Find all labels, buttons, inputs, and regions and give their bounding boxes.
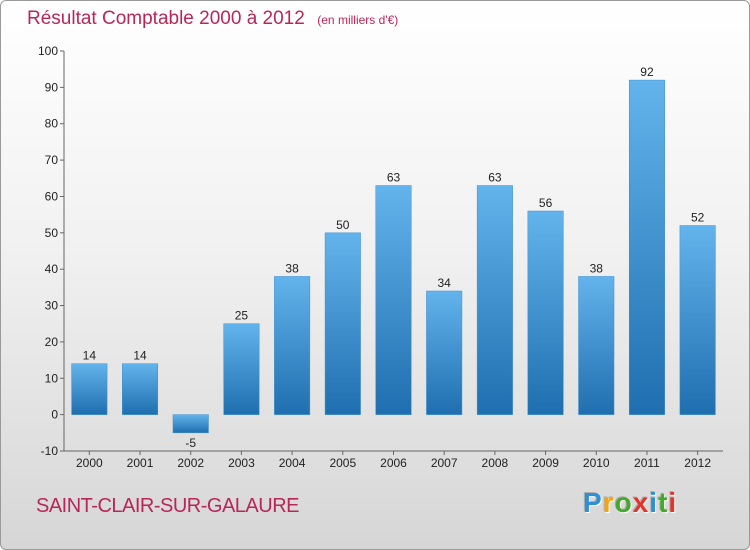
x-tick-label: 2012	[684, 456, 711, 470]
proxiti-logo: Proxiti	[583, 487, 677, 519]
x-tick-label: 2010	[583, 456, 610, 470]
bar-2000	[71, 363, 108, 415]
value-label: 34	[438, 276, 452, 290]
y-tick-label: -10	[41, 444, 59, 458]
y-tick-label: 90	[45, 80, 59, 94]
x-tick-label: 2001	[127, 456, 154, 470]
bar-2002	[172, 414, 209, 434]
x-tick-label: 2003	[228, 456, 255, 470]
y-tick-label: 80	[45, 117, 59, 131]
value-label: 52	[691, 211, 705, 225]
x-tick-label: 2002	[177, 456, 204, 470]
value-label: 14	[83, 349, 97, 363]
logo-letter: P	[583, 487, 603, 518]
logo-letter: o	[614, 487, 633, 518]
bar-chart: -10 0 10 20 30 40 50 60 70 80 90 100 14 2000 14 2001 -5…	[38, 44, 723, 470]
bar-2010	[578, 276, 615, 415]
y-tick-label: 10	[45, 371, 59, 385]
value-label: 38	[590, 261, 604, 275]
value-label: 56	[539, 196, 553, 210]
chart-header: Résultat Comptable 2000 à 2012 (en milli…	[27, 8, 398, 30]
bar-2003	[223, 323, 260, 415]
y-tick-label: 60	[45, 189, 59, 203]
bar-2005	[324, 232, 361, 415]
x-tick-label: 2007	[431, 456, 458, 470]
bar-2011	[628, 79, 665, 415]
bar-2001	[122, 363, 159, 415]
x-tick-label: 2005	[329, 456, 356, 470]
y-tick-label: 30	[45, 299, 59, 313]
logo-letter: x	[632, 487, 650, 518]
value-label: 92	[640, 65, 654, 79]
y-tick-label: 70	[45, 153, 59, 167]
chart-subtitle: (en milliers d'€)	[317, 13, 399, 27]
logo-letter: i	[668, 487, 678, 518]
value-label: 63	[488, 171, 502, 185]
x-tick-label: 2008	[482, 456, 509, 470]
logo-letter: t	[658, 487, 669, 518]
x-tick-label: 2009	[532, 456, 559, 470]
y-tick-label: 100	[38, 44, 58, 58]
bar-2009	[527, 210, 564, 415]
value-label: -5	[185, 436, 196, 450]
y-tick-label: 40	[45, 262, 59, 276]
y-tick-label: 0	[51, 408, 58, 422]
value-label: 38	[285, 261, 299, 275]
x-tick-label: 2000	[76, 456, 103, 470]
logo-letter: r	[602, 487, 615, 518]
bar-2008	[476, 185, 513, 415]
x-tick-label: 2011	[634, 456, 660, 470]
y-tick-label: 50	[45, 226, 59, 240]
logo-letter: i	[649, 487, 659, 518]
bar-2006	[375, 185, 412, 415]
value-label: 63	[387, 171, 401, 185]
value-label: 14	[133, 349, 147, 363]
bar-2012	[679, 225, 716, 415]
location-name: SAINT-CLAIR-SUR-GALAURE	[36, 495, 300, 517]
bar-2007	[426, 290, 463, 415]
bar-2004	[274, 276, 311, 415]
x-tick-label: 2004	[279, 456, 306, 470]
y-tick-label: 20	[45, 335, 59, 349]
value-label: 25	[235, 309, 249, 323]
value-label: 50	[336, 218, 350, 232]
x-tick-label: 2006	[380, 456, 407, 470]
chart-title: Résultat Comptable 2000 à 2012	[27, 8, 305, 29]
